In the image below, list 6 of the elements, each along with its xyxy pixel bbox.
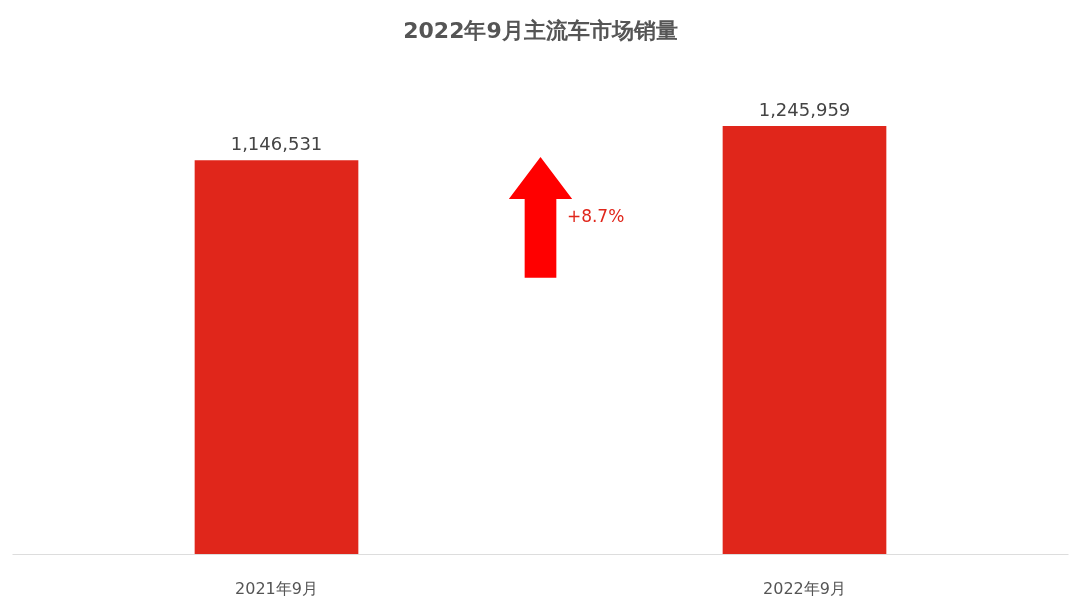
data-label: 1,146,531 (230, 133, 323, 155)
x-tick-label: 2021年9月 (235, 578, 318, 598)
chart-title: 2022年9月主流车市场销量 (403, 17, 678, 43)
data-label: 1,245,959 (758, 99, 851, 121)
annotation: +8.7% (566, 206, 625, 227)
x-tick-label: 2022年9月 (763, 578, 846, 598)
